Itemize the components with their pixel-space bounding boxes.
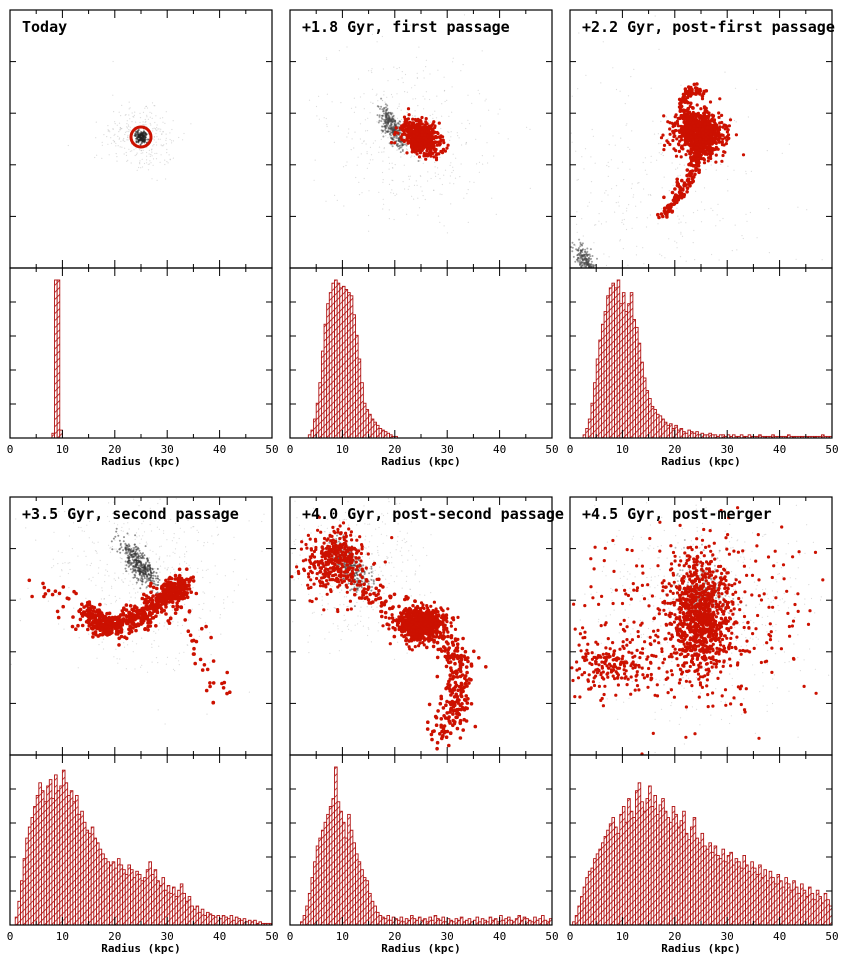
panel-5: +4.0 Gyr, post-second passage 0 10 20 30 40 50…	[287, 496, 564, 955]
x-tick-label: 40	[493, 930, 506, 943]
x-tick-label: 20	[388, 930, 401, 943]
x-tick-label: 0	[567, 930, 574, 943]
x-tick-label: 30	[161, 930, 174, 943]
histogram-bar	[56, 279, 61, 439]
x-tick-label: 10	[616, 930, 629, 943]
panel-3: +2.2 Gyr, post-first passage 0 10 20 30 40 50 R…	[567, 9, 839, 468]
x-tick-label: 50	[265, 930, 278, 943]
x-tick-label: 0	[7, 443, 14, 456]
histogram-frame	[9, 267, 273, 439]
x-tick-label: 20	[108, 443, 121, 456]
x-axis-label: Radius (kpc)	[101, 455, 180, 468]
x-tick-label: 50	[265, 443, 278, 456]
panel-title: +1.8 Gyr, first passage	[302, 18, 510, 36]
x-tick-label: 40	[213, 443, 226, 456]
panel-2: +1.8 Gyr, first passage 0 10 20 30 40 50 Radius…	[287, 9, 559, 468]
panel-title: +2.2 Gyr, post-first passage	[582, 18, 835, 36]
x-tick-label: 10	[56, 443, 69, 456]
scatter-plot	[10, 497, 272, 755]
x-tick-label: 40	[213, 930, 226, 943]
x-axis-label: Radius (kpc)	[381, 942, 460, 955]
x-axis-label: Radius (kpc)	[661, 942, 740, 955]
panel-4: +3.5 Gyr, second passage 0 10 20 30 40 50 Radiu…	[7, 496, 279, 955]
histogram	[14, 769, 273, 926]
x-axis-label: Radius (kpc)	[381, 455, 460, 468]
histogram	[582, 279, 833, 439]
scatter-plot	[570, 10, 832, 268]
x-tick-label: 20	[668, 930, 681, 943]
x-tick-label: 40	[773, 930, 786, 943]
scatter-plot	[290, 497, 552, 755]
x-tick-label: 20	[388, 443, 401, 456]
x-tick-label: 30	[441, 930, 454, 943]
x-tick-label: 30	[721, 930, 734, 943]
x-tick-label: 0	[287, 443, 294, 456]
x-tick-label: 0	[287, 930, 294, 943]
x-tick-label: 20	[668, 443, 681, 456]
histogram	[300, 766, 553, 926]
x-axis-label: Radius (kpc)	[661, 455, 740, 468]
scatter-plot	[10, 10, 272, 268]
x-tick-label: 30	[721, 443, 734, 456]
panel-6: +4.5 Gyr, post-merger 0 10 20 30 40 50 Radius (…	[567, 496, 839, 955]
x-tick-label: 50	[545, 930, 558, 943]
panel-title: +4.0 Gyr, post-second passage	[302, 505, 564, 523]
x-tick-label: 10	[56, 930, 69, 943]
panel-title: Today	[22, 18, 67, 36]
panel-title: +3.5 Gyr, second passage	[22, 505, 239, 523]
scatter-plot	[570, 497, 832, 756]
x-tick-label: 20	[108, 930, 121, 943]
x-tick-label: 50	[825, 930, 838, 943]
scatter-plot	[290, 10, 552, 268]
histogram	[572, 782, 833, 926]
x-tick-label: 0	[567, 443, 574, 456]
histogram	[307, 279, 398, 439]
x-tick-label: 30	[441, 443, 454, 456]
x-tick-label: 10	[336, 930, 349, 943]
x-tick-label: 40	[493, 443, 506, 456]
x-tick-label: 50	[825, 443, 838, 456]
panel-title: +4.5 Gyr, post-merger	[582, 505, 772, 523]
x-tick-label: 10	[616, 443, 629, 456]
x-tick-label: 0	[7, 930, 14, 943]
x-tick-label: 10	[336, 443, 349, 456]
x-tick-label: 40	[773, 443, 786, 456]
x-tick-label: 50	[545, 443, 558, 456]
panel-1: Today 0 10 20 30 40 50 Radius (kpc)	[7, 9, 279, 468]
histogram	[51, 279, 63, 439]
x-tick-label: 30	[161, 443, 174, 456]
x-axis-label: Radius (kpc)	[101, 942, 180, 955]
